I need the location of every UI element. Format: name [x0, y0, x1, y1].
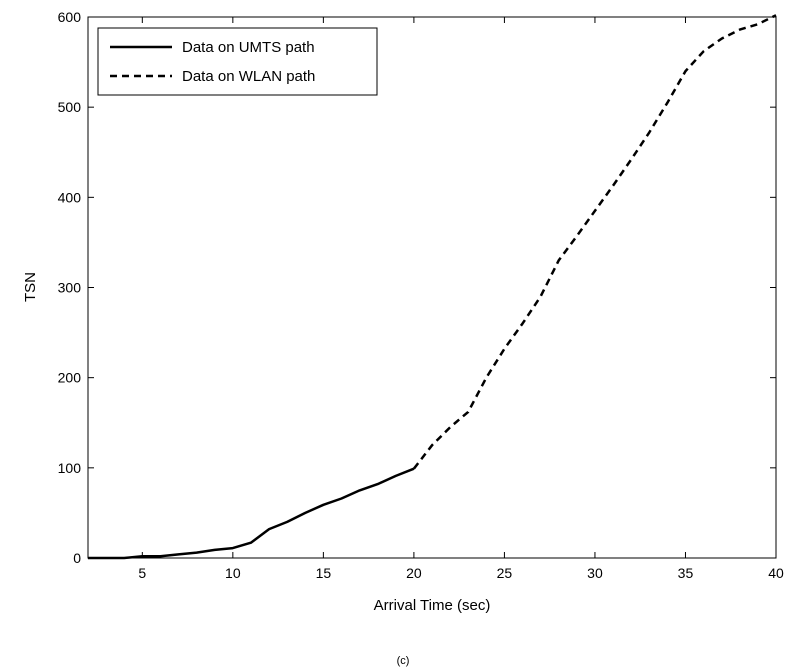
x-tick-label: 15 — [316, 565, 332, 581]
x-tick-label: 30 — [587, 565, 603, 581]
y-axis-ticks: 0 100 200 300 400 500 600 — [58, 9, 776, 566]
legend-label-wlan: Data on WLAN path — [182, 68, 315, 85]
x-tick-label: 10 — [225, 565, 241, 581]
y-tick-label: 100 — [58, 460, 82, 476]
x-tick-label: 25 — [497, 565, 513, 581]
y-tick-label: 500 — [58, 99, 82, 115]
legend-label-umts: Data on UMTS path — [182, 39, 315, 56]
plot-area — [88, 17, 776, 558]
y-axis-title: TSN — [22, 272, 39, 302]
y-tick-label: 300 — [58, 280, 82, 296]
legend-box — [97, 27, 378, 96]
x-axis-title: Arrival Time (sec) — [374, 597, 491, 614]
y-tick-label: 400 — [58, 189, 82, 205]
y-tick-label: 600 — [58, 9, 82, 25]
y-tick-label: 0 — [73, 550, 81, 566]
y-tick-label: 200 — [58, 370, 82, 386]
figure-caption: (c) — [397, 655, 410, 667]
x-tick-label: 35 — [678, 565, 694, 581]
x-tick-label: 5 — [138, 565, 146, 581]
x-tick-label: 20 — [406, 565, 422, 581]
x-tick-label: 40 — [768, 565, 784, 581]
legend: Data on UMTS path Data on WLAN path — [97, 27, 378, 96]
x-axis-ticks: 5 10 15 20 25 30 35 40 — [138, 17, 784, 581]
series-line-wlan — [412, 14, 777, 470]
